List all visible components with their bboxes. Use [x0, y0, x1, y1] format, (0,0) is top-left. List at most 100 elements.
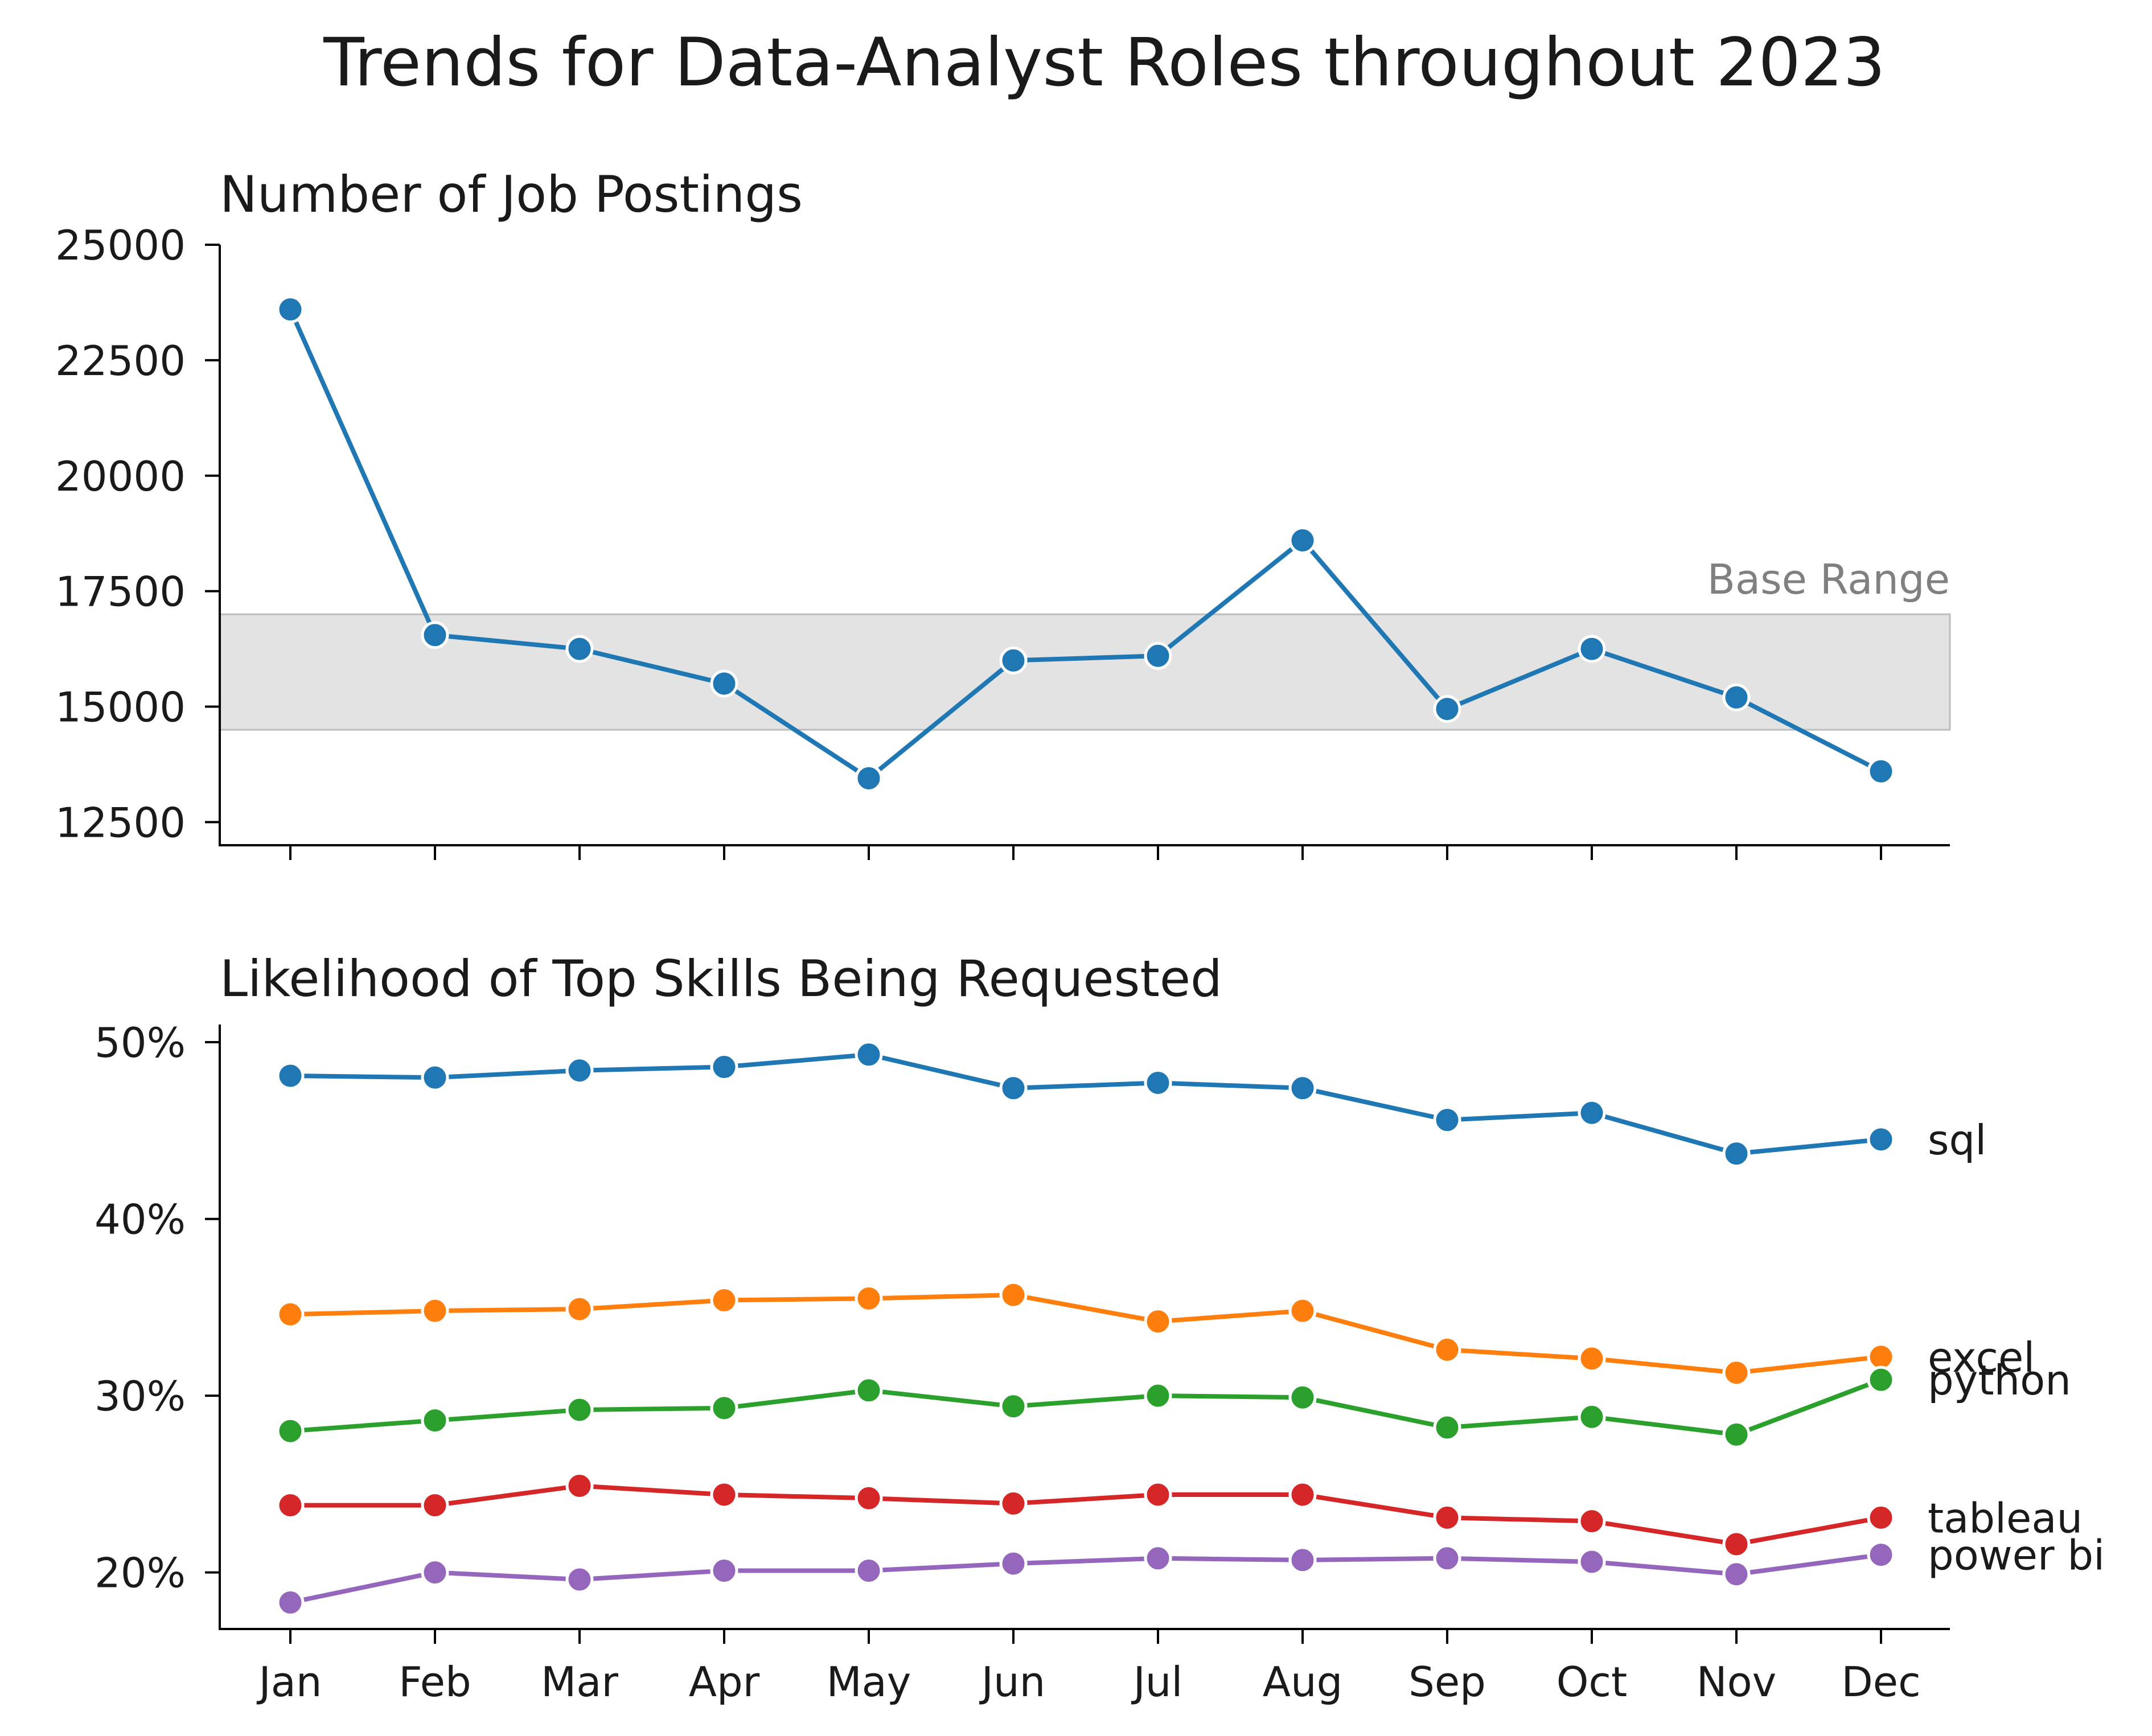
x-tick-label-jun: Jun: [979, 1658, 1046, 1706]
job-postings-axes: [219, 245, 1950, 846]
sql-line: [288, 1052, 1883, 1156]
job-postings-title: Number of Job Postings: [220, 165, 803, 224]
postings-point-apr: [710, 669, 738, 698]
base-range-label: Base Range: [1707, 556, 1950, 603]
sql-point-aug: [1288, 1074, 1317, 1103]
skills-y-tick-label: 50%: [95, 1019, 186, 1067]
job-postings-y-tick-label: 15000: [55, 684, 186, 731]
python-point-feb: [421, 1406, 449, 1435]
tableau-point-nov: [1722, 1530, 1751, 1558]
postings-point-sep: [1433, 695, 1461, 723]
x-tick-label-oct: Oct: [1556, 1658, 1628, 1706]
postings-point-nov: [1722, 683, 1751, 711]
skills-x-ticks: Jan Feb Mar Apr May Jun Jul Aug Sep Oct Nov Dec: [257, 1629, 1921, 1706]
sql-point-jan: [276, 1062, 305, 1090]
tableau-line: [288, 1483, 1883, 1546]
skills-axes: [219, 1025, 1950, 1630]
excel-line: [288, 1293, 1883, 1375]
excel-point-sep: [1433, 1335, 1461, 1364]
excel-point-jun: [999, 1281, 1028, 1309]
postings-point-may: [855, 764, 883, 792]
skills-y-tick-label: 40%: [95, 1196, 186, 1244]
tableau-point-feb: [421, 1491, 449, 1520]
end-label-tableau: tableau: [1928, 1494, 2083, 1542]
x-tick-label-dec: Dec: [1841, 1658, 1920, 1706]
postings-point-dec: [1867, 757, 1895, 785]
base-range-rect: [219, 613, 1951, 731]
power-bi-line: [288, 1552, 1883, 1605]
excel-point-oct: [1578, 1344, 1606, 1373]
sql-point-feb: [421, 1063, 449, 1092]
postings-point-oct: [1578, 635, 1606, 663]
python-point-dec: [1867, 1365, 1895, 1394]
excel-point-jul: [1144, 1307, 1172, 1336]
power-bi-point-oct: [1578, 1548, 1606, 1576]
end-label-sql: sql: [1928, 1116, 1986, 1164]
excel-point-apr: [710, 1286, 738, 1314]
excel-point-jan: [276, 1300, 305, 1328]
job-postings-y-tick-label: 20000: [55, 452, 186, 500]
x-tick-label-jul: Jul: [1131, 1658, 1183, 1706]
python-point-sep: [1433, 1413, 1461, 1442]
excel-point-mar: [565, 1295, 594, 1323]
power-bi-point-apr: [710, 1557, 738, 1585]
postings-point-aug: [1288, 526, 1317, 554]
x-tick-label-jan: Jan: [257, 1658, 322, 1706]
tableau-point-aug: [1288, 1480, 1317, 1509]
skills-series: [276, 1040, 1895, 1616]
power-bi-point-may: [855, 1557, 883, 1585]
python-point-oct: [1578, 1402, 1606, 1431]
figure-suptitle: Trends for Data-Analyst Roles throughout…: [323, 23, 1886, 101]
python-point-mar: [565, 1396, 594, 1424]
power-bi-point-aug: [1288, 1546, 1317, 1574]
power-bi-point-sep: [1433, 1544, 1461, 1573]
skills-y-tick-label: 30%: [95, 1372, 186, 1420]
python-point-apr: [710, 1394, 738, 1422]
tableau-point-jan: [276, 1491, 305, 1520]
skills-panel: Likelihood of Top Skills Being Requested…: [95, 949, 2105, 1706]
python-point-jul: [1144, 1381, 1172, 1410]
excel-point-dec: [1867, 1343, 1895, 1371]
x-tick-label-aug: Aug: [1263, 1658, 1343, 1706]
python-line: [288, 1377, 1883, 1437]
python-point-jun: [999, 1392, 1028, 1421]
power-bi-point-jun: [999, 1549, 1028, 1578]
skills-title: Likelihood of Top Skills Being Requested: [220, 949, 1222, 1008]
power-bi-point-dec: [1867, 1541, 1895, 1569]
sql-point-apr: [710, 1053, 738, 1081]
excel-point-nov: [1722, 1359, 1751, 1387]
power-bi-point-jul: [1144, 1544, 1172, 1573]
end-label-python: python: [1928, 1356, 2071, 1404]
python-point-nov: [1722, 1420, 1751, 1449]
python-point-jan: [276, 1417, 305, 1445]
tableau-point-oct: [1578, 1507, 1606, 1536]
python-point-may: [855, 1376, 883, 1405]
end-label-excel: excel: [1928, 1334, 2035, 1381]
postings-line: [288, 307, 1883, 781]
python-point-aug: [1288, 1383, 1317, 1412]
postings-point-jun: [999, 646, 1028, 674]
x-tick-label-sep: Sep: [1408, 1658, 1486, 1706]
job-postings-y-tick-label: 12500: [55, 799, 186, 846]
power-bi-point-feb: [421, 1558, 449, 1587]
x-tick-label-may: May: [827, 1658, 911, 1706]
skills-y-tick-label: 20%: [95, 1549, 186, 1597]
power-bi-point-nov: [1722, 1560, 1751, 1589]
sql-point-nov: [1722, 1139, 1751, 1168]
tableau-point-mar: [565, 1471, 594, 1500]
tableau-point-apr: [710, 1480, 738, 1509]
base-range-band: [219, 613, 1951, 731]
excel-point-aug: [1288, 1297, 1317, 1325]
sql-point-oct: [1578, 1099, 1606, 1127]
tableau-point-sep: [1433, 1503, 1461, 1532]
job-postings-panel: Number of Job Postings Base Range 12500 1…: [55, 165, 1951, 860]
postings-point-jul: [1144, 641, 1172, 670]
x-tick-label-feb: Feb: [399, 1658, 471, 1706]
tableau-point-may: [855, 1484, 883, 1512]
excel-point-may: [855, 1284, 883, 1313]
sql-point-sep: [1433, 1106, 1461, 1134]
x-tick-label-mar: Mar: [541, 1658, 618, 1706]
job-postings-series: [276, 295, 1895, 792]
